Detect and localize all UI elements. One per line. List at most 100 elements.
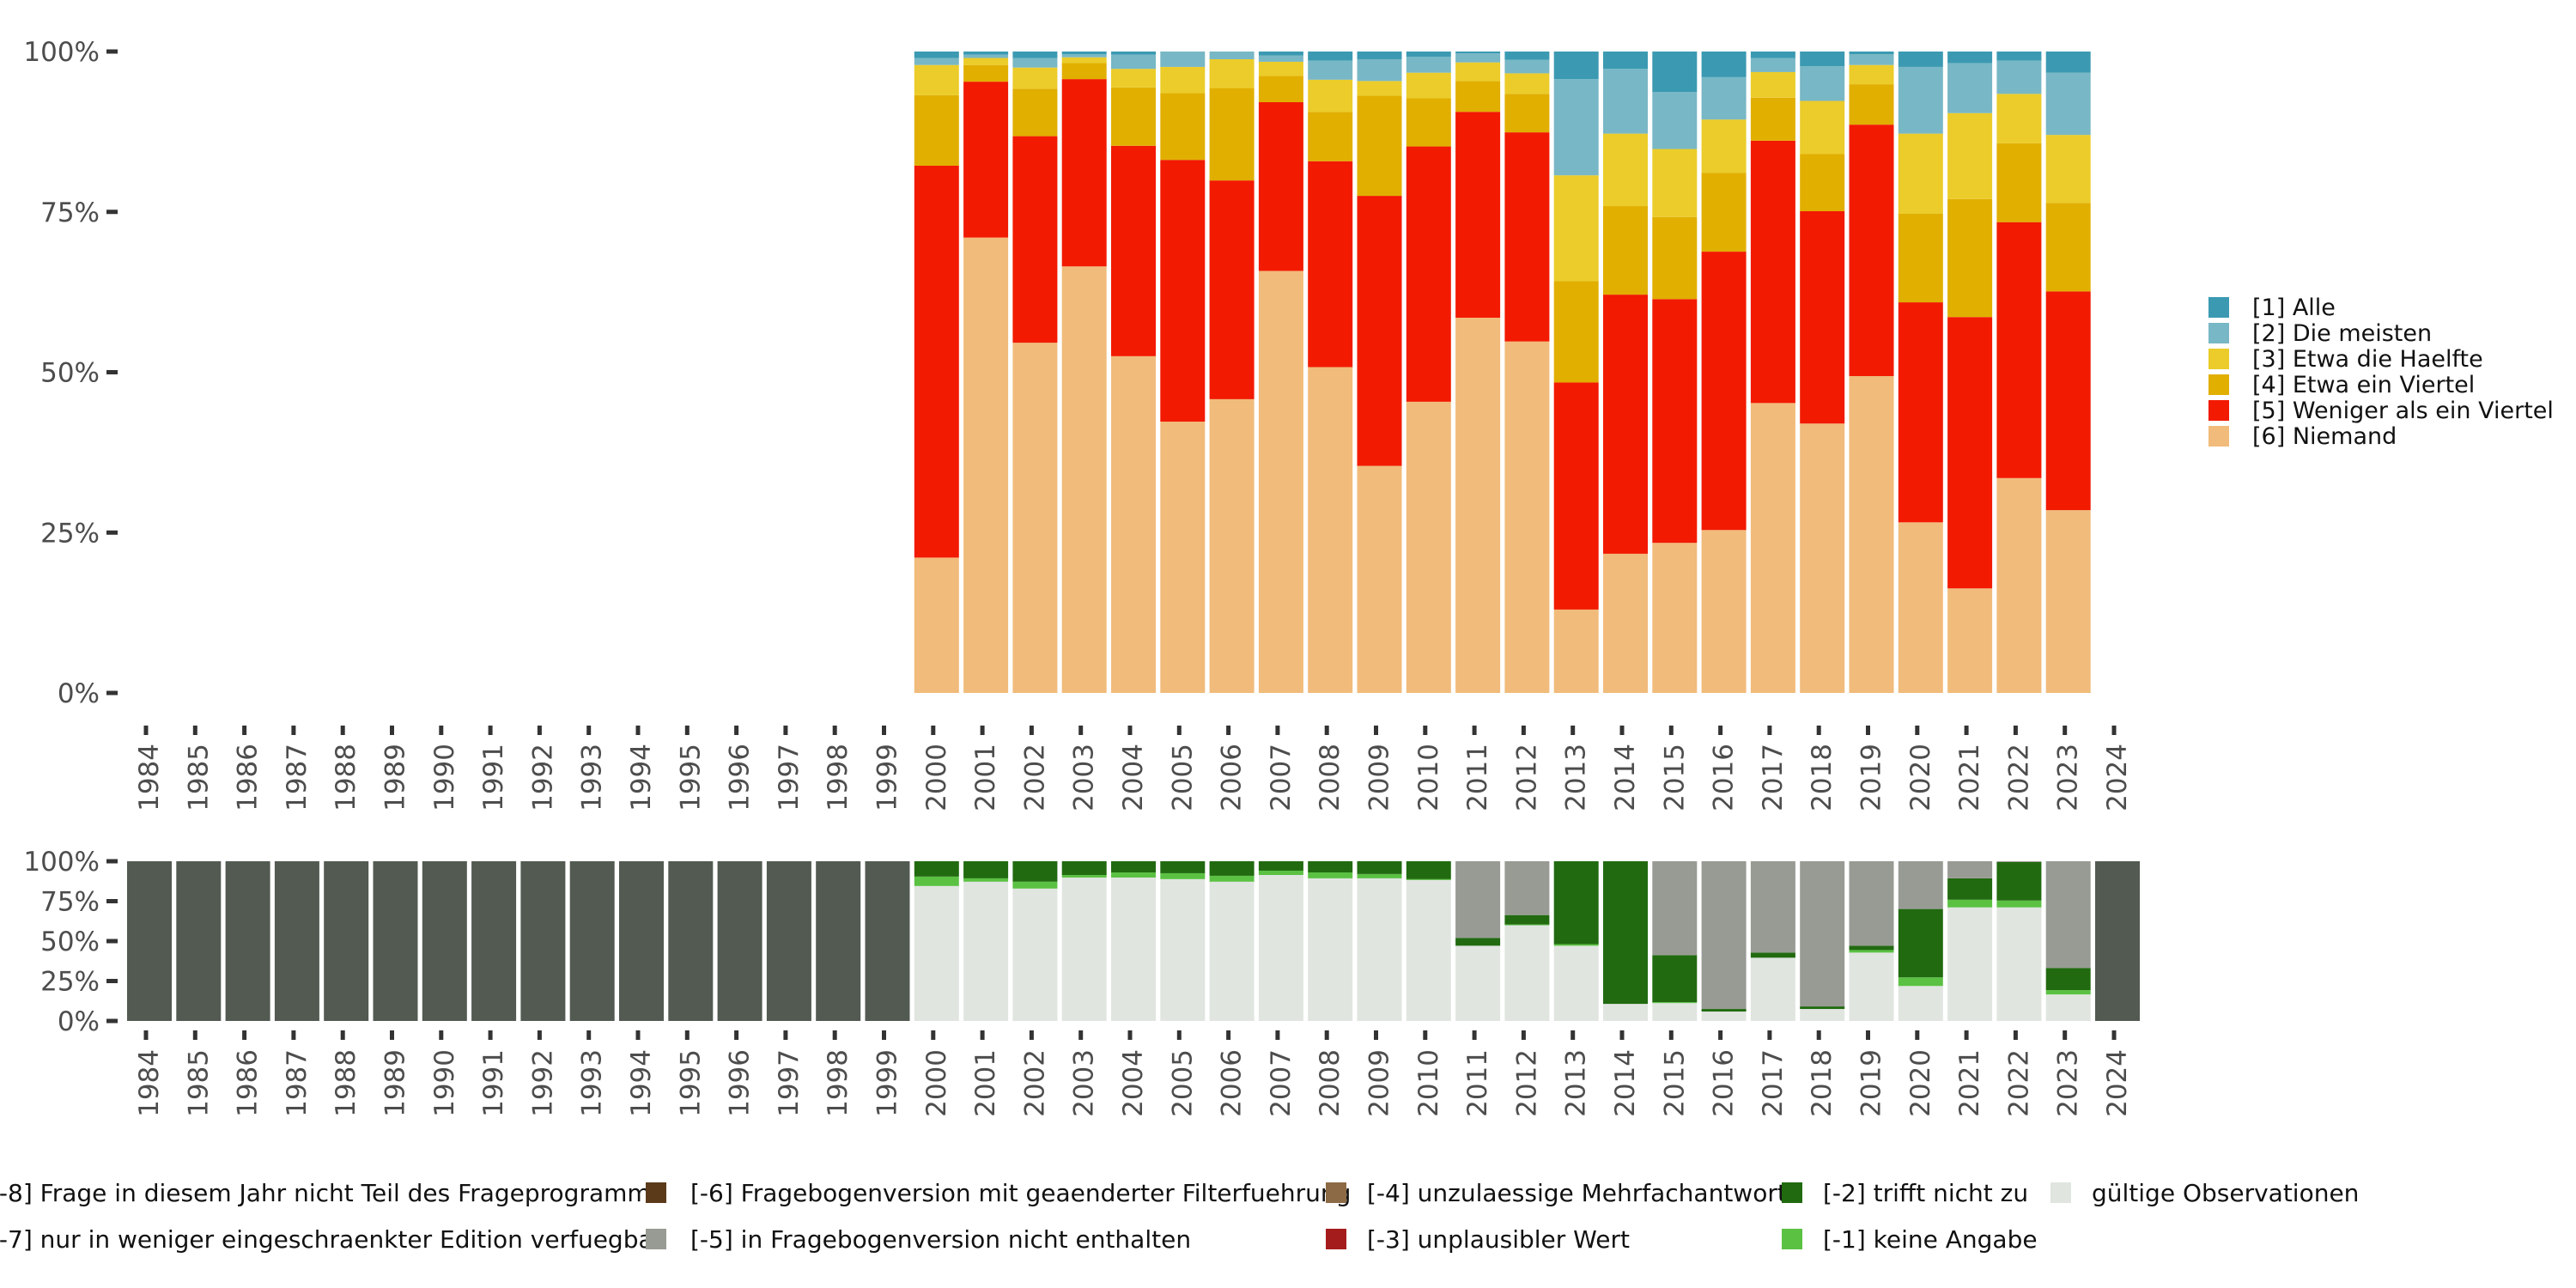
bar-segment — [1750, 52, 1795, 58]
bar-segment — [1406, 52, 1451, 57]
bar-segment — [1160, 93, 1206, 161]
bar-segment — [1947, 861, 1993, 878]
bar-segment — [1553, 944, 1599, 946]
bar-segment — [274, 861, 319, 1021]
x-tick-label: 1996 — [725, 744, 756, 811]
bar-segment — [1800, 211, 1845, 424]
bar-segment — [1061, 861, 1107, 875]
bar-segment — [1061, 52, 1107, 54]
x-tick-label: 2014 — [1610, 744, 1641, 811]
y-tick-label: 25% — [40, 967, 100, 998]
x-tick-label: 1984 — [134, 744, 165, 811]
bar-segment — [1553, 175, 1599, 282]
x-tick-label: 2009 — [1364, 744, 1395, 811]
legend-label: [-3] unplausibler Wert — [1367, 1225, 1630, 1254]
bar-segment — [1996, 143, 2042, 222]
x-tick-label: 2015 — [1659, 1049, 1690, 1117]
bar-segment — [914, 557, 959, 693]
x-tick-label: 2020 — [1905, 1049, 1936, 1117]
legend-label: [1] Alle — [2252, 295, 2336, 321]
bar-segment — [1603, 69, 1648, 134]
x-tick-label: 2023 — [2053, 1049, 2084, 1117]
bar-segment — [1750, 97, 1795, 141]
bar-segment — [1652, 1002, 1698, 1004]
top-panel: 0% 25% 50% 75% 100% 1984 1985 1986 1987 1988 1989 1… — [23, 37, 2133, 811]
bar-segment — [1111, 87, 1156, 146]
bar-segment — [1800, 423, 1845, 693]
bar-segment — [1455, 112, 1501, 319]
bar-segment — [1504, 924, 1550, 926]
bar-segment — [1160, 872, 1206, 879]
bar-segment — [1701, 173, 1747, 252]
legend-swatch — [2208, 426, 2229, 447]
bar-segment — [1406, 401, 1451, 693]
bar-segment — [1849, 375, 1894, 693]
bar-segment — [1898, 977, 1943, 987]
bar-segment — [1652, 543, 1698, 693]
x-tick-label: 1988 — [331, 1049, 361, 1117]
x-tick-label: 1989 — [380, 1049, 411, 1117]
bar-segment — [1898, 52, 1943, 67]
y-tick-label: 50% — [40, 358, 100, 389]
x-tick-label: 2011 — [1462, 1049, 1493, 1117]
bar-segment — [1603, 206, 1648, 295]
x-tick-label: 1985 — [183, 744, 214, 811]
x-tick-label: 2019 — [1856, 744, 1887, 811]
x-tick-label: 1994 — [626, 744, 657, 811]
x-tick-label: 1998 — [823, 744, 854, 811]
bar-segment — [914, 94, 959, 166]
x-tick-label: 2003 — [1069, 1049, 1100, 1117]
bar-segment — [1947, 588, 1993, 693]
x-tick-label: 1997 — [774, 1049, 805, 1117]
bar-segment — [324, 861, 369, 1021]
bar-segment — [2045, 510, 2091, 693]
bar-segment — [2045, 52, 2091, 73]
bar-segment — [1603, 133, 1648, 207]
x-tick-label: 1999 — [872, 1049, 903, 1117]
legend-swatch — [2208, 374, 2229, 395]
top-legend: [1] Alle[2] Die meisten[3] Etwa die Hael… — [2208, 295, 2554, 450]
x-tick-label: 1986 — [233, 744, 264, 811]
bar-segment — [1996, 861, 2042, 901]
bar-segment — [1111, 54, 1156, 70]
x-tick-label: 1997 — [774, 744, 805, 811]
bar-segment — [1849, 52, 1894, 54]
bar-segment — [1504, 52, 1550, 60]
x-tick-label: 1990 — [429, 744, 460, 811]
x-tick-label: 1996 — [725, 1049, 756, 1117]
bar-segment — [1996, 477, 2042, 693]
bar-segment — [1258, 870, 1303, 875]
bar-segment — [2045, 990, 2091, 995]
y-tick-label: 75% — [40, 197, 100, 228]
bar-segment — [1849, 950, 1894, 953]
bar-segment — [1603, 52, 1648, 70]
bar-segment — [1800, 1009, 1845, 1021]
x-tick-label: 2008 — [1315, 744, 1346, 811]
bar-segment — [914, 861, 959, 877]
bar-segment — [2045, 994, 2091, 1021]
bar-segment — [176, 861, 222, 1021]
bar-segment — [1996, 60, 2042, 94]
bar-segment — [1701, 1012, 1747, 1021]
bar-segment — [1406, 146, 1451, 402]
bar-segment — [1061, 874, 1107, 878]
bar-segment — [1849, 125, 1894, 376]
y-tick-label: 50% — [40, 927, 100, 957]
bar-segment — [1603, 1004, 1648, 1021]
bar-segment — [1750, 58, 1795, 72]
bar-segment — [1652, 52, 1698, 93]
x-tick-label: 2010 — [1413, 744, 1444, 811]
x-tick-label: 1993 — [577, 744, 608, 811]
legend-label: [-4] unzulaessige Mehrfachantwort — [1367, 1179, 1787, 1207]
legend-label: [-7] nur in weniger eingeschraenkter Edi… — [0, 1225, 664, 1254]
bar-segment — [1111, 145, 1156, 356]
bar-segment — [1947, 317, 1993, 589]
x-tick-label: 1991 — [478, 1049, 509, 1117]
bar-segment — [1455, 52, 1501, 54]
bar-segment — [1406, 98, 1451, 147]
bottom-legend: [-8] Frage in diesem Jahr nicht Teil des… — [0, 1179, 2359, 1254]
bar-segment — [1849, 64, 1894, 85]
bar-segment — [1258, 874, 1303, 1021]
bar-segment — [1209, 52, 1255, 59]
bar-segment — [1061, 79, 1107, 267]
